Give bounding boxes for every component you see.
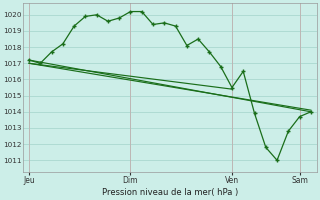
X-axis label: Pression niveau de la mer( hPa ): Pression niveau de la mer( hPa ) xyxy=(102,188,238,197)
